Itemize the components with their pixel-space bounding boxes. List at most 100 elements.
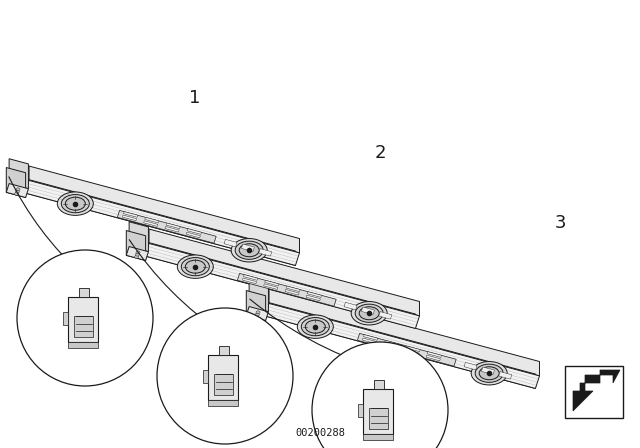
Ellipse shape — [177, 255, 213, 278]
Bar — [565, 366, 623, 418]
Polygon shape — [369, 408, 388, 429]
Polygon shape — [68, 297, 98, 342]
Polygon shape — [145, 217, 159, 223]
Ellipse shape — [239, 244, 259, 257]
Polygon shape — [244, 275, 258, 280]
Polygon shape — [63, 312, 68, 326]
Polygon shape — [307, 292, 321, 297]
Ellipse shape — [16, 188, 20, 191]
Polygon shape — [364, 335, 378, 340]
Polygon shape — [246, 306, 268, 320]
Ellipse shape — [301, 318, 330, 336]
Polygon shape — [165, 226, 179, 232]
Polygon shape — [363, 434, 393, 440]
Polygon shape — [241, 244, 255, 251]
Polygon shape — [208, 401, 238, 406]
Polygon shape — [357, 333, 456, 366]
Polygon shape — [243, 278, 257, 284]
Polygon shape — [202, 370, 208, 383]
Polygon shape — [306, 295, 321, 301]
Ellipse shape — [65, 197, 85, 210]
Ellipse shape — [235, 241, 263, 259]
Polygon shape — [358, 405, 363, 418]
Polygon shape — [129, 222, 148, 252]
Text: 2: 2 — [374, 144, 386, 162]
Polygon shape — [237, 273, 336, 306]
Text: 00200288: 00200288 — [295, 428, 345, 438]
Polygon shape — [6, 184, 28, 198]
Ellipse shape — [61, 194, 90, 213]
Ellipse shape — [58, 192, 93, 215]
Polygon shape — [166, 223, 180, 228]
Ellipse shape — [479, 367, 499, 380]
Polygon shape — [265, 302, 536, 388]
Polygon shape — [363, 389, 393, 434]
Polygon shape — [265, 303, 540, 388]
Ellipse shape — [15, 190, 19, 193]
Polygon shape — [406, 346, 420, 352]
Polygon shape — [74, 316, 93, 337]
Polygon shape — [264, 284, 278, 289]
Polygon shape — [259, 249, 272, 256]
Polygon shape — [144, 221, 158, 226]
Polygon shape — [145, 241, 415, 328]
Polygon shape — [68, 342, 98, 348]
Polygon shape — [426, 355, 440, 361]
Polygon shape — [499, 372, 512, 379]
Circle shape — [157, 308, 293, 444]
Ellipse shape — [351, 302, 387, 325]
Polygon shape — [344, 302, 357, 310]
Polygon shape — [145, 243, 419, 328]
Polygon shape — [285, 289, 299, 295]
Polygon shape — [122, 215, 136, 221]
Ellipse shape — [298, 315, 333, 338]
Polygon shape — [384, 344, 398, 349]
Ellipse shape — [15, 192, 19, 195]
Ellipse shape — [305, 320, 325, 333]
Polygon shape — [573, 370, 620, 411]
Polygon shape — [124, 211, 138, 217]
Ellipse shape — [181, 258, 209, 276]
Ellipse shape — [256, 311, 260, 314]
Ellipse shape — [475, 364, 503, 382]
Polygon shape — [79, 288, 89, 297]
Ellipse shape — [255, 313, 259, 316]
Polygon shape — [481, 367, 495, 375]
Polygon shape — [25, 179, 296, 266]
Polygon shape — [214, 374, 233, 395]
Circle shape — [312, 342, 448, 448]
Polygon shape — [246, 291, 266, 320]
Polygon shape — [269, 289, 540, 376]
Polygon shape — [29, 166, 300, 253]
Polygon shape — [385, 340, 399, 346]
Polygon shape — [25, 181, 300, 266]
Polygon shape — [117, 211, 216, 243]
Polygon shape — [9, 159, 28, 189]
Polygon shape — [188, 228, 202, 234]
Polygon shape — [224, 239, 237, 247]
Polygon shape — [208, 355, 238, 401]
Ellipse shape — [186, 260, 205, 273]
Polygon shape — [220, 346, 228, 355]
Polygon shape — [362, 307, 374, 314]
Polygon shape — [286, 286, 300, 292]
Polygon shape — [6, 168, 26, 198]
Polygon shape — [126, 231, 146, 261]
Ellipse shape — [355, 304, 383, 323]
Polygon shape — [464, 362, 477, 370]
Text: 1: 1 — [189, 89, 201, 107]
Polygon shape — [374, 380, 384, 389]
Polygon shape — [405, 349, 419, 355]
Polygon shape — [249, 282, 268, 312]
Polygon shape — [186, 232, 200, 238]
Ellipse shape — [255, 315, 259, 319]
Text: 3: 3 — [554, 214, 566, 232]
Polygon shape — [428, 352, 442, 358]
Polygon shape — [149, 229, 419, 316]
Ellipse shape — [359, 307, 379, 320]
Ellipse shape — [135, 253, 140, 256]
Ellipse shape — [231, 238, 267, 262]
Polygon shape — [379, 312, 392, 319]
Ellipse shape — [136, 251, 140, 254]
Polygon shape — [362, 338, 376, 344]
